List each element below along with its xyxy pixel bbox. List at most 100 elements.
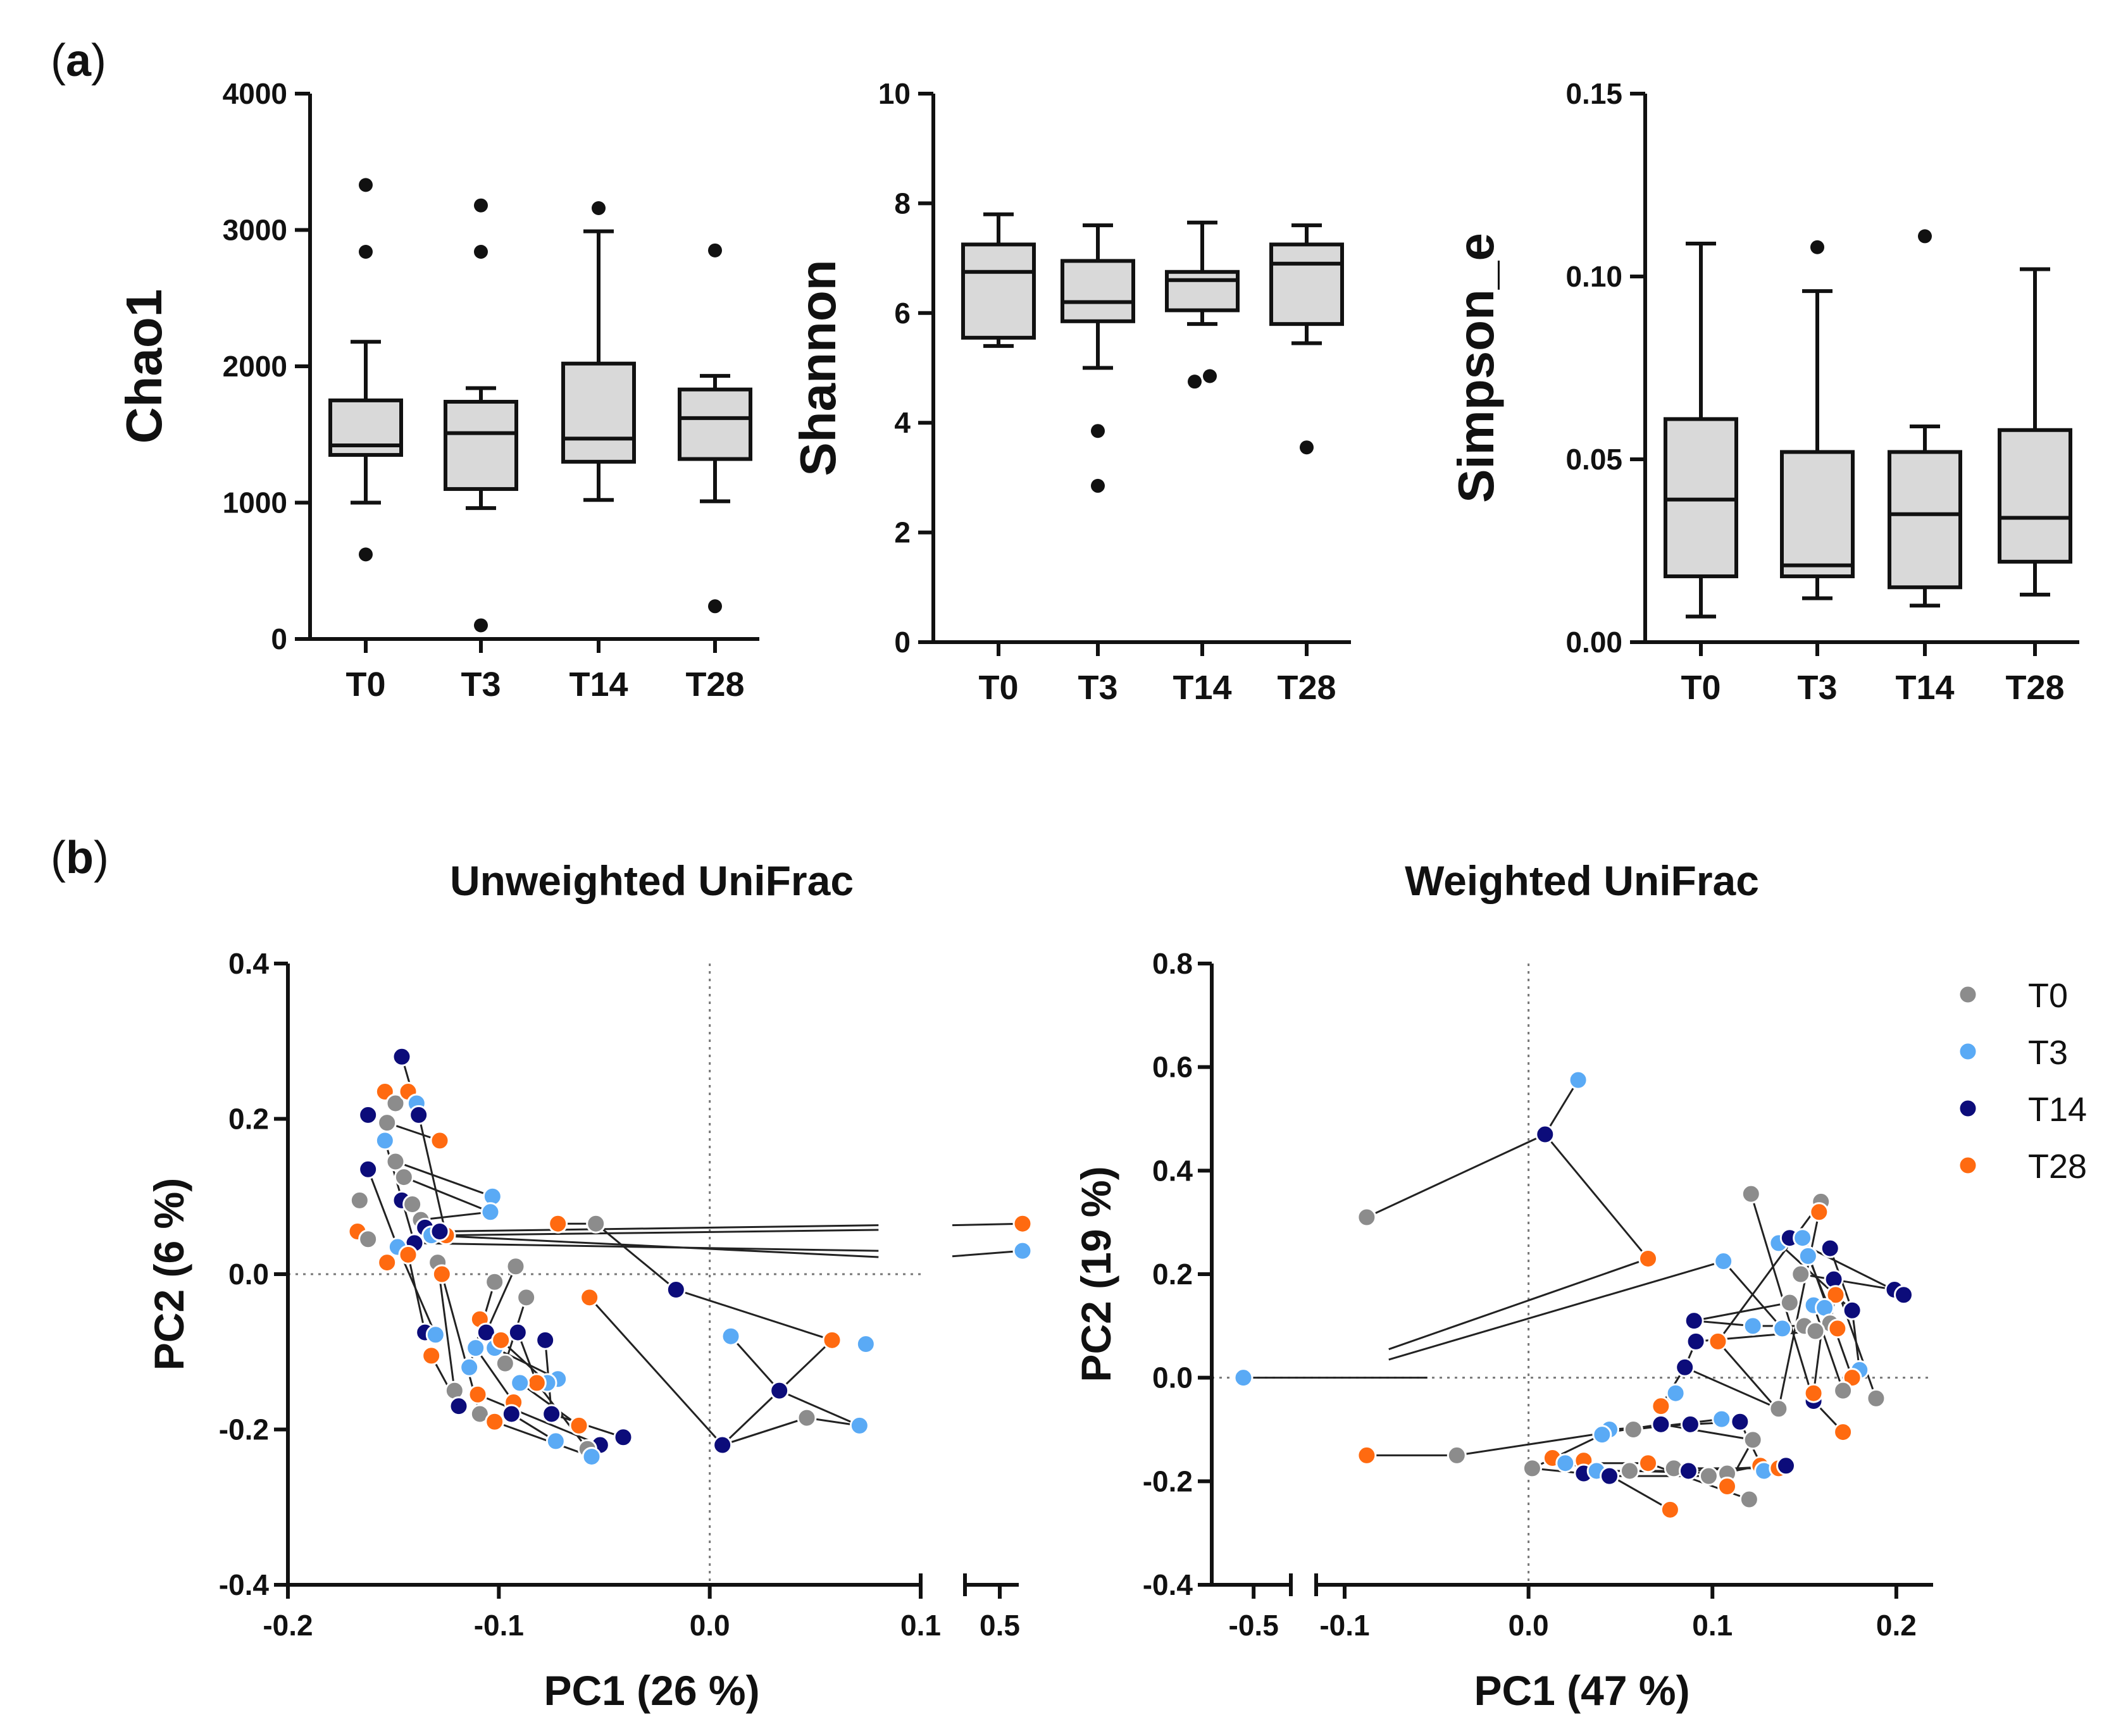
outlier-point — [708, 599, 722, 614]
unweighted-unifrac-pcoa: Unweighted UniFrac -0.4 -0.2 0.0 0.2 0.4 -0.2 -… — [146, 857, 1033, 1714]
y-tick-label: 0.0 — [1152, 1361, 1193, 1394]
y-tick-label: 0.4 — [228, 947, 269, 980]
sample-link — [431, 1234, 879, 1258]
point-t14 — [1680, 1414, 1700, 1434]
point-t28 — [421, 1346, 442, 1366]
sample-link — [536, 1382, 588, 1450]
point-t0 — [1743, 1430, 1763, 1450]
category-label: T0 — [978, 669, 1018, 707]
outlier-point — [1918, 229, 1932, 244]
point-t0 — [1522, 1458, 1542, 1479]
sample-link — [1366, 1133, 1546, 1218]
y-tick-label: 4000 — [223, 77, 287, 110]
box-iqr-t28 — [1998, 428, 2072, 564]
point-t28 — [1833, 1422, 1853, 1442]
point-t0 — [1739, 1489, 1759, 1510]
sample-link — [475, 1347, 514, 1403]
legend-marker-t28 — [1958, 1155, 1978, 1175]
sample-link — [403, 1176, 491, 1213]
point-t3 — [425, 1325, 445, 1345]
x-tick-label: -0.5 — [1229, 1609, 1279, 1642]
point-t0 — [402, 1194, 423, 1215]
y-tick-label: -0.2 — [219, 1413, 269, 1446]
y-tick-label: 4 — [894, 406, 911, 439]
legend-marker-t14 — [1958, 1098, 1978, 1119]
point-t3 — [466, 1338, 486, 1358]
point-t0 — [1791, 1264, 1811, 1284]
point-t0 — [349, 1190, 370, 1210]
box-iqr-t28 — [1269, 242, 1344, 326]
point-t14 — [613, 1427, 633, 1448]
point-t14 — [1675, 1357, 1695, 1377]
sample-link — [1800, 1273, 1895, 1291]
sample-link — [367, 1169, 399, 1248]
sample-link — [1851, 1310, 1861, 1370]
x-tick-label: -0.1 — [474, 1609, 524, 1642]
point-t14 — [501, 1404, 521, 1424]
sample-link — [395, 1160, 493, 1198]
y-tick-label: 8 — [894, 187, 911, 220]
legend-label-t0: T0 — [2028, 977, 2068, 1015]
y-axis-title: PC2 (19 %) — [1073, 1166, 1119, 1382]
y-tick-label: 0.0 — [228, 1258, 269, 1291]
y-tick-label: 0.8 — [1152, 947, 1193, 980]
point-t3 — [1665, 1383, 1686, 1403]
sample-link — [445, 1229, 879, 1237]
sample-link — [418, 1115, 447, 1236]
outlier-point — [1810, 240, 1824, 254]
point-t3 — [1714, 1251, 1734, 1272]
point-t28 — [1708, 1331, 1728, 1351]
point-t0 — [1833, 1380, 1853, 1401]
y-axis-title: PC2 (6 %) — [146, 1178, 192, 1370]
sample-link — [407, 1254, 426, 1333]
outlier-point — [474, 198, 488, 213]
panel-b-label: (b) — [51, 833, 109, 883]
sample-link — [1812, 1305, 1845, 1391]
point-t14 — [1535, 1124, 1555, 1144]
y-tick-label: 3000 — [223, 214, 287, 247]
outlier-point — [359, 244, 373, 259]
outlier-point — [1091, 478, 1105, 493]
x-tick-label: 0.1 — [1692, 1609, 1733, 1642]
point-t0 — [377, 1113, 397, 1133]
legend-label-t3: T3 — [2028, 1034, 2068, 1072]
y-tick-label: 0.15 — [1565, 77, 1622, 110]
category-label: T14 — [569, 666, 628, 704]
chao1-boxplot: 0 1000 2000 3000 4000 Chao1 T0 T3 T14 T28 — [116, 77, 759, 704]
point-t14 — [542, 1404, 562, 1424]
box-iqr-t3 — [1061, 259, 1135, 323]
point-t0 — [1357, 1207, 1377, 1227]
sample-link — [595, 1223, 677, 1291]
sample-link — [519, 1382, 580, 1427]
point-t14 — [507, 1322, 528, 1342]
category-label: T28 — [1277, 669, 1336, 707]
sample-link — [494, 1420, 592, 1458]
point-t28 — [485, 1411, 505, 1432]
point-t3 — [1592, 1425, 1612, 1445]
point-t14 — [1600, 1466, 1619, 1486]
sample-link — [721, 1390, 780, 1446]
point-t3 — [856, 1334, 876, 1354]
category-label: T0 — [1681, 669, 1720, 707]
point-t3 — [375, 1131, 395, 1151]
point-t0 — [485, 1272, 505, 1292]
sample-link — [1693, 1301, 1790, 1322]
point-t28 — [468, 1384, 488, 1404]
y-tick-label: 0.10 — [1565, 260, 1622, 293]
sample-link — [1544, 1079, 1579, 1135]
point-t14 — [430, 1221, 450, 1241]
point-t28 — [580, 1287, 600, 1308]
point-t0 — [1447, 1445, 1467, 1465]
y-tick-label: -0.2 — [1143, 1465, 1193, 1497]
point-t28 — [1827, 1318, 1848, 1339]
point-t28 — [398, 1244, 418, 1265]
outlier-point — [359, 178, 373, 192]
box-iqr-t3 — [1780, 450, 1855, 578]
y-tick-label: 0.2 — [1152, 1258, 1193, 1291]
point-t14 — [1686, 1331, 1706, 1351]
outlier-point — [1091, 424, 1105, 438]
outlier-point — [708, 243, 722, 257]
box-iqr-t3 — [444, 400, 518, 491]
category-label: T28 — [685, 666, 744, 704]
point-t28 — [822, 1330, 842, 1350]
